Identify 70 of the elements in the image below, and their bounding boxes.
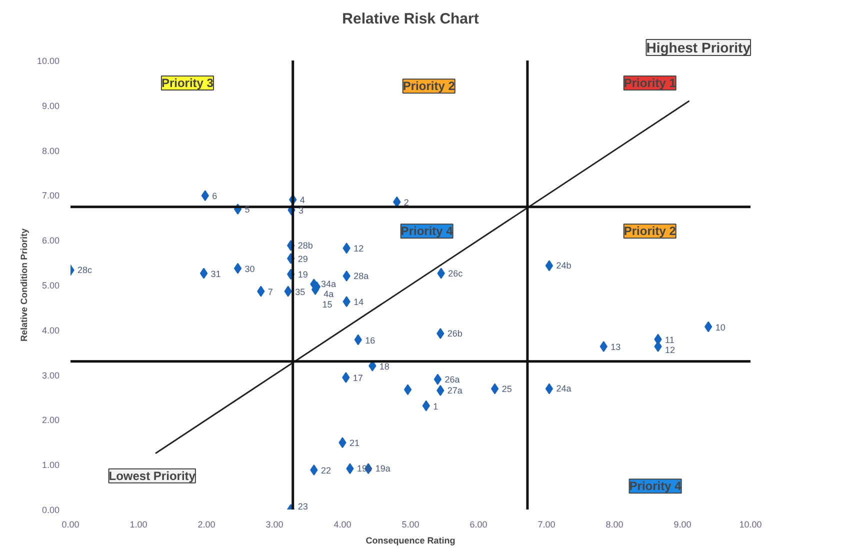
x-tick-label: 1.00: [130, 520, 148, 530]
annotation: Priority 4: [629, 479, 682, 494]
annotation: 26c: [448, 268, 464, 278]
annotation: 24a: [556, 384, 572, 394]
y-tick-label: 0.00: [42, 505, 60, 515]
annotation: 28a: [354, 271, 369, 282]
text: Highest Priority: [646, 40, 751, 56]
annotation: Priority 2: [402, 79, 456, 94]
annotation: 13: [610, 342, 621, 352]
annotation: 14: [354, 297, 364, 308]
annotation: Priority 4: [400, 224, 454, 238]
annotation: 4: [300, 195, 305, 206]
annotation: Priority 1: [624, 76, 676, 90]
annotation: 12: [354, 244, 364, 254]
annotation: Priority 2: [624, 224, 676, 238]
annotation: 29: [298, 254, 308, 264]
y-tick-label: 7.00: [42, 190, 60, 201]
annotation: 35: [295, 286, 306, 297]
x-tick-label: 0.00: [62, 520, 80, 530]
y-tick-label: 9.00: [42, 100, 60, 111]
y-tick-label: 10.00: [36, 56, 60, 66]
annotation: 27a: [447, 386, 462, 396]
x-axis-title: Consequence Rating: [366, 536, 456, 546]
annotation: 23: [298, 502, 308, 512]
x-tick-label: 10.00: [739, 520, 762, 530]
annotation: 4a: [324, 289, 334, 300]
y-axis-title: Relative Condition Priority: [18, 228, 29, 342]
annotation: 19a: [375, 464, 390, 474]
annotation: 18: [379, 361, 390, 372]
annotation: 7: [268, 286, 273, 297]
annotation: 26a: [444, 374, 460, 384]
y-tick-label: 3.00: [42, 370, 60, 380]
y-tick-label: 6.00: [42, 236, 60, 246]
x-tick-label: 9.00: [674, 520, 692, 530]
x-tick-label: 6.00: [470, 520, 488, 530]
annotation: 12: [665, 344, 676, 355]
annotation: 11: [665, 334, 674, 345]
y-tick-label: 2.00: [42, 415, 60, 426]
annotation: 34a: [320, 279, 336, 290]
annotation: 17: [352, 372, 363, 383]
annotation: 21: [350, 438, 360, 448]
annotation: 28b: [298, 240, 313, 250]
annotation: 3: [298, 206, 304, 216]
annotation: 16: [365, 335, 376, 346]
x-tick-label: 7.00: [538, 520, 556, 530]
x-tick-label: 8.00: [606, 520, 624, 530]
annotation: 15: [322, 300, 332, 310]
annotation: 28c: [78, 265, 93, 276]
annotation: 2: [404, 197, 409, 208]
annotation: 6: [212, 191, 218, 202]
y-tick-label: 4.00: [42, 325, 60, 336]
annotation: 1: [433, 401, 438, 412]
annotation: 24b: [556, 260, 572, 271]
annotation: 31: [210, 268, 221, 279]
x-tick-label: 5.00: [402, 520, 420, 530]
annotation: 10: [715, 322, 726, 332]
annotation: 30: [244, 264, 255, 274]
annotation: 25: [502, 384, 512, 394]
chart-title: Relative Risk Chart: [342, 10, 479, 28]
y-tick-label: 1.00: [42, 460, 60, 470]
x-tick-label: 2.00: [198, 520, 216, 530]
y-tick-label: 8.00: [42, 146, 60, 156]
annotation: 22: [320, 465, 331, 476]
annotation: 19: [298, 270, 308, 280]
x-tick-label: 3.00: [266, 520, 284, 530]
y-tick-label: 5.00: [42, 280, 60, 290]
x-tick-label: 4.00: [334, 520, 352, 530]
annotation: 26b: [447, 328, 462, 338]
annotation: Lowest Priority: [108, 468, 196, 483]
annotation: Priority 3: [161, 76, 214, 90]
